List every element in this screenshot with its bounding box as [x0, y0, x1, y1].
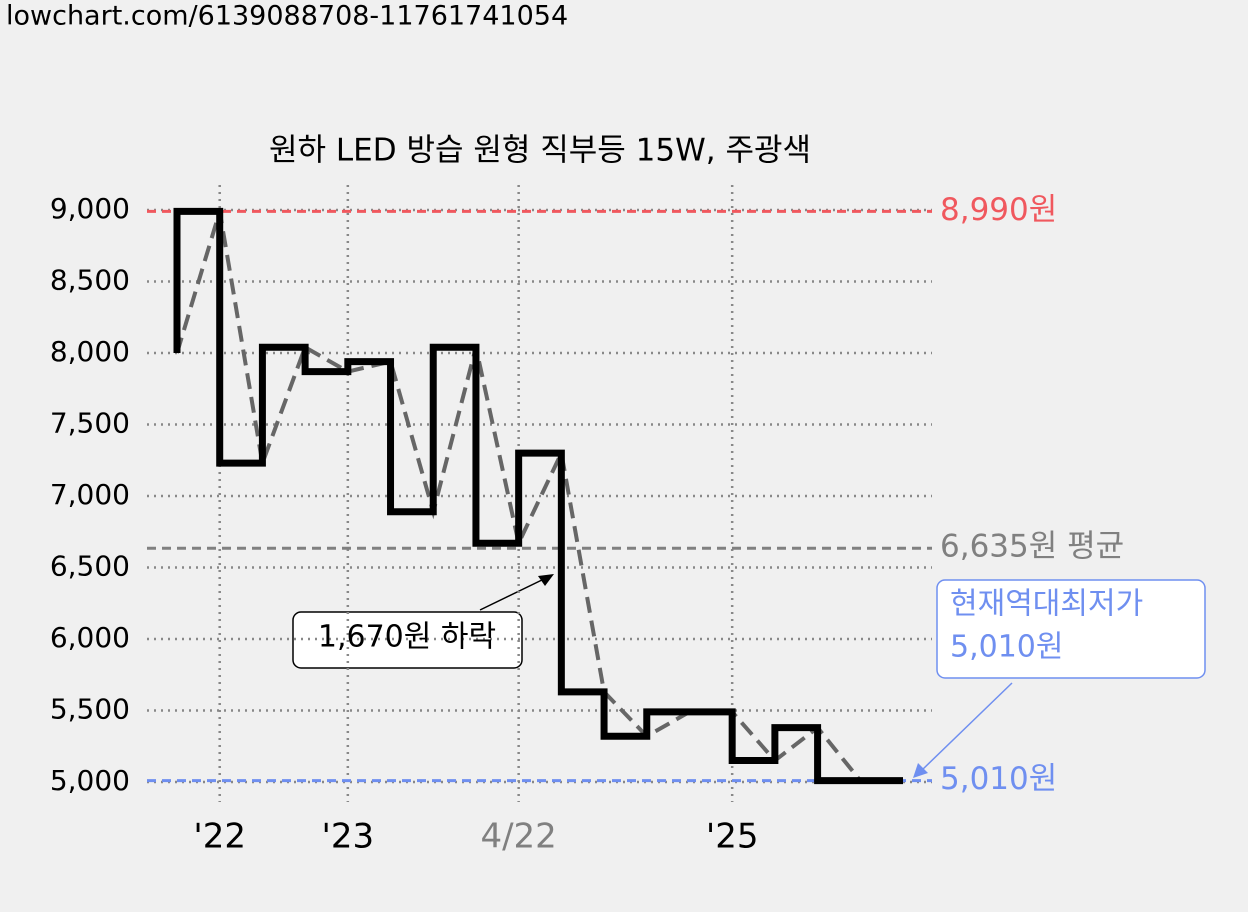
annotation-box — [936, 579, 1206, 679]
trend-line — [175, 210, 903, 783]
annotation-text: 현재역대최저가 — [950, 587, 1143, 622]
y-tick-label: 8,000 — [50, 335, 130, 368]
reference-label: 6,635원 평균 — [940, 529, 1124, 565]
annotation-arrow — [479, 577, 547, 611]
y-tick-label: 6,500 — [50, 550, 130, 583]
arrow-head — [538, 574, 554, 586]
y-tick-label: 5,000 — [50, 764, 130, 797]
y-tick-label: 5,500 — [50, 693, 130, 726]
x-tick-label: '25 — [706, 817, 759, 857]
annotation-text: 5,010원 — [950, 630, 1063, 665]
y-tick-label: 8,500 — [50, 264, 130, 297]
price-line — [173, 207, 903, 785]
y-tick-label: 7,500 — [50, 407, 130, 440]
reference-label: 8,990원 — [940, 192, 1057, 228]
y-tick-label: 7,000 — [50, 478, 130, 511]
reference-label: 5,010원 — [940, 761, 1057, 797]
plot: 5,000 5,500 6,000 6,500 7,000 7,500 8,000 8,500… — [50, 185, 1124, 857]
y-tick-label: 6,000 — [50, 621, 130, 654]
arrow-head — [913, 763, 928, 778]
url: lowchart.com/6139088708-11761741054 — [6, 1, 568, 32]
x-tick-label: '23 — [322, 817, 375, 857]
y-tick-label: 9,000 — [50, 192, 130, 225]
chart-title: 원하 LED 방습 원형 직부등 15W, 주광색 — [269, 133, 811, 169]
x-tick-label: '22 — [193, 817, 246, 857]
x-tick-label: 4/22 — [480, 817, 556, 857]
annotation-arrow — [921, 682, 1013, 771]
annotation-text: 1,670원 하락 — [318, 620, 496, 655]
